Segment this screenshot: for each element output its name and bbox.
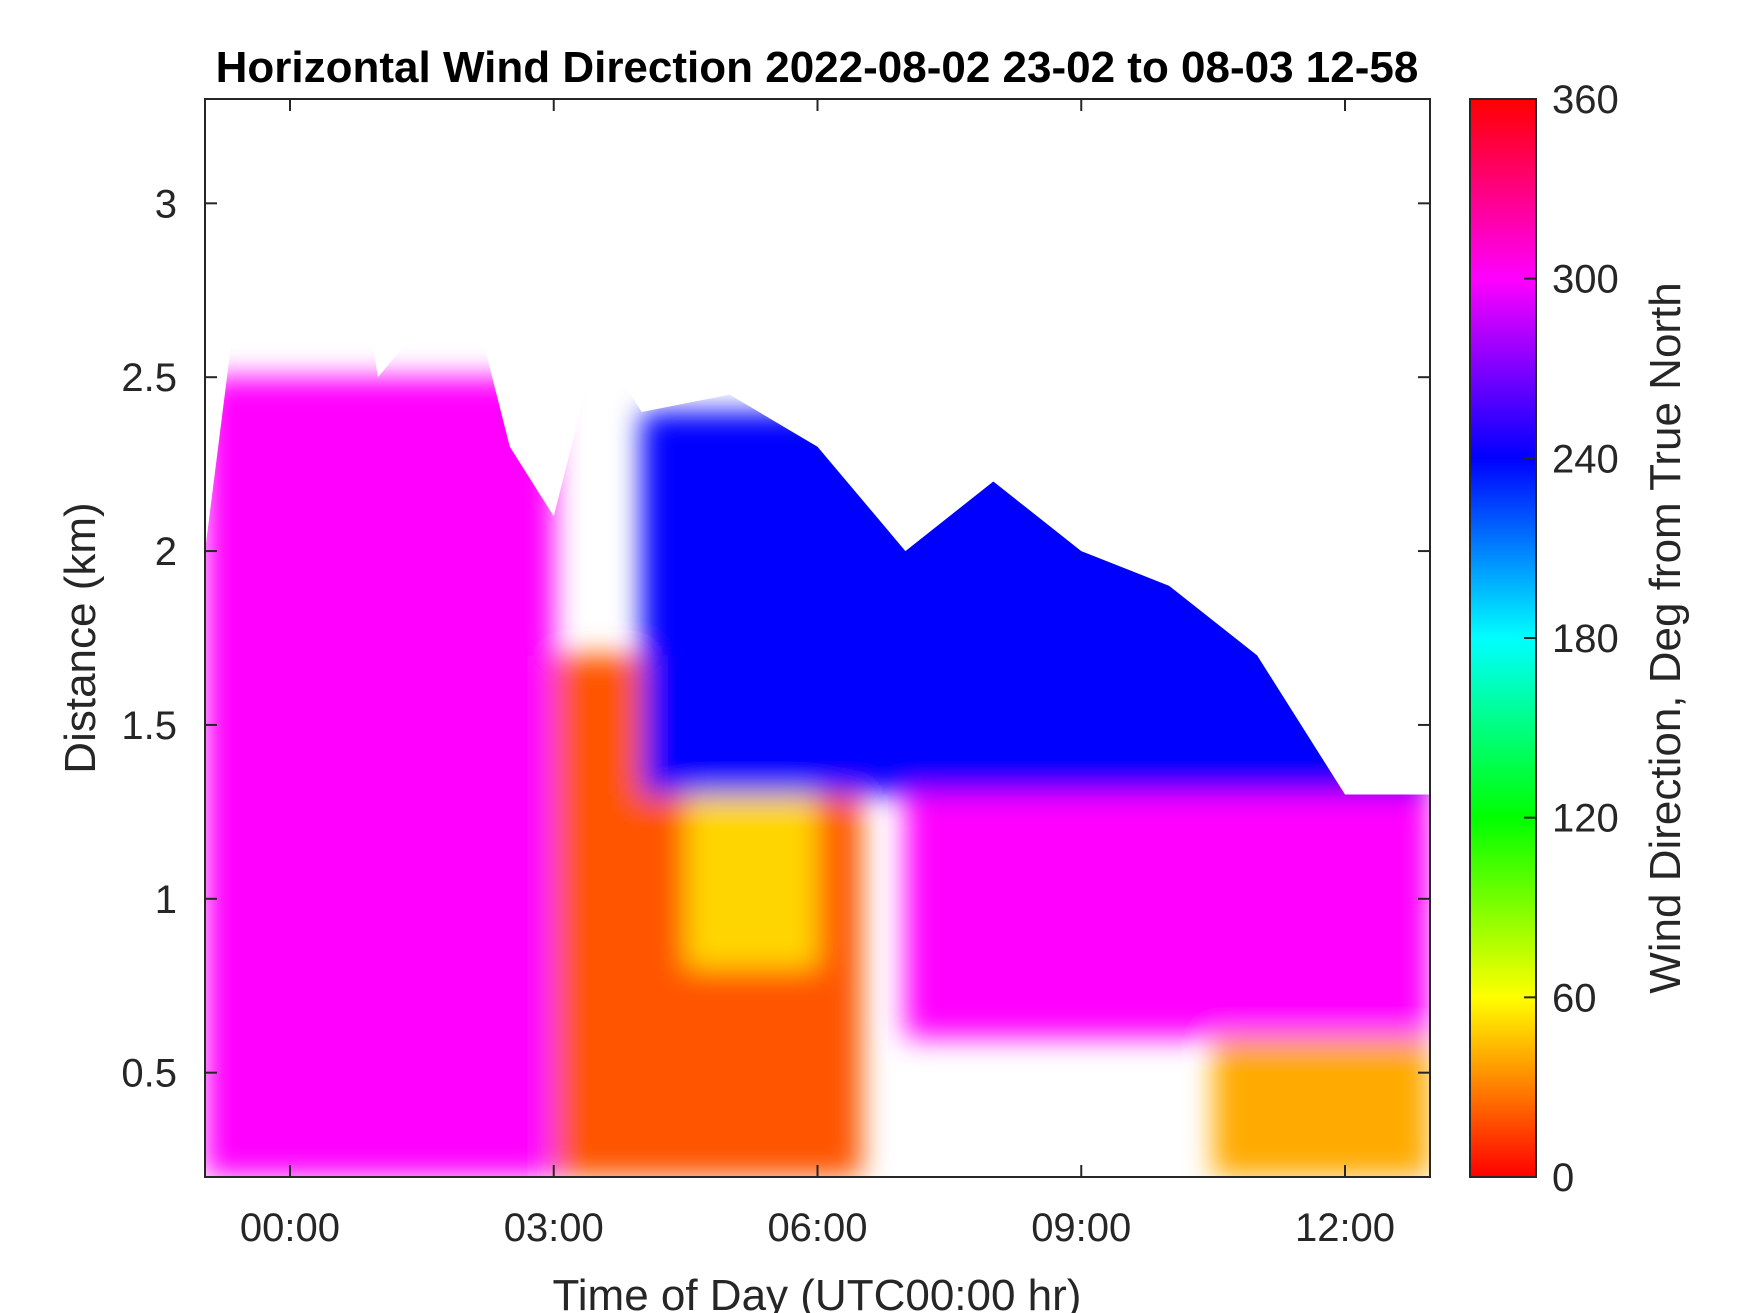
x-axis-label: Time of Day (UTC00:00 hr)	[553, 1271, 1082, 1313]
y-tick-label: 1	[155, 878, 177, 922]
x-tick-label: 03:00	[504, 1206, 604, 1250]
colorbar-ticks: 0 60 120 180 240 300 360	[1524, 78, 1619, 1200]
colorbar-tick-label: 240	[1552, 437, 1619, 481]
y-tick-label: 2	[155, 530, 177, 574]
colorbar-label: Wind Direction, Deg from True North	[1641, 282, 1690, 994]
no-data-mask	[205, 99, 1430, 795]
y-tick-label: 0.5	[121, 1052, 177, 1096]
y-tick-label: 2.5	[121, 356, 177, 400]
heatmap-region-4	[905, 794, 1430, 1038]
x-tick-label: 06:00	[767, 1206, 867, 1250]
x-tick-label: 09:00	[1031, 1206, 1131, 1250]
y-tick-label: 1.5	[121, 704, 177, 748]
y-tick-label: 3	[155, 182, 177, 226]
colorbar-tick-label: 0	[1552, 1156, 1574, 1200]
heatmap-plot	[205, 99, 1430, 1177]
y-axis: 0.5 1 1.5 2 2.5 3	[121, 182, 1430, 1096]
colorbar-tick-label: 300	[1552, 258, 1619, 302]
x-tick-label: 12:00	[1295, 1206, 1395, 1250]
heatmap-region-5	[1213, 1037, 1430, 1177]
x-axis: 00:00 03:00 06:00 09:00 12:00	[240, 99, 1395, 1250]
colorbar-tick-label: 120	[1552, 797, 1619, 841]
y-axis-label: Distance (km)	[56, 502, 105, 773]
colorbar-tick-label: 180	[1552, 617, 1619, 661]
colorbar-tick-label: 60	[1552, 976, 1597, 1020]
x-tick-label: 00:00	[240, 1206, 340, 1250]
colorbar-tick-label: 360	[1552, 78, 1619, 122]
chart-title: Horizontal Wind Direction 2022-08-02 23-…	[216, 43, 1419, 92]
heatmap-region-0	[205, 377, 554, 1177]
